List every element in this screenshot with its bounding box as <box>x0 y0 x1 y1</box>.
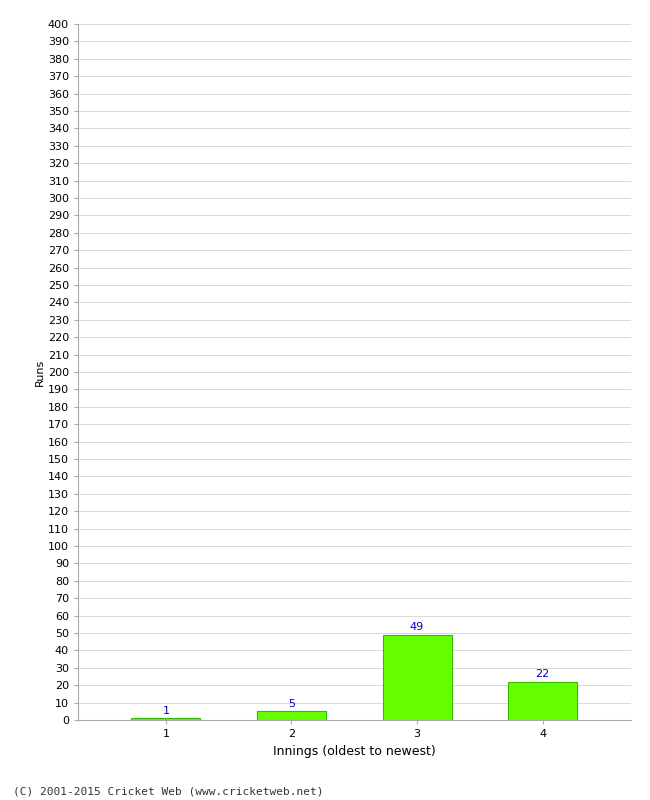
Y-axis label: Runs: Runs <box>35 358 45 386</box>
Text: (C) 2001-2015 Cricket Web (www.cricketweb.net): (C) 2001-2015 Cricket Web (www.cricketwe… <box>13 786 324 796</box>
Bar <box>131 718 200 720</box>
Text: 1: 1 <box>162 706 170 716</box>
Bar <box>382 634 452 720</box>
Bar <box>257 711 326 720</box>
Bar <box>508 682 577 720</box>
Text: 49: 49 <box>410 622 424 632</box>
X-axis label: Innings (oldest to newest): Innings (oldest to newest) <box>273 745 436 758</box>
Text: 22: 22 <box>536 669 550 679</box>
Text: 5: 5 <box>288 698 295 709</box>
